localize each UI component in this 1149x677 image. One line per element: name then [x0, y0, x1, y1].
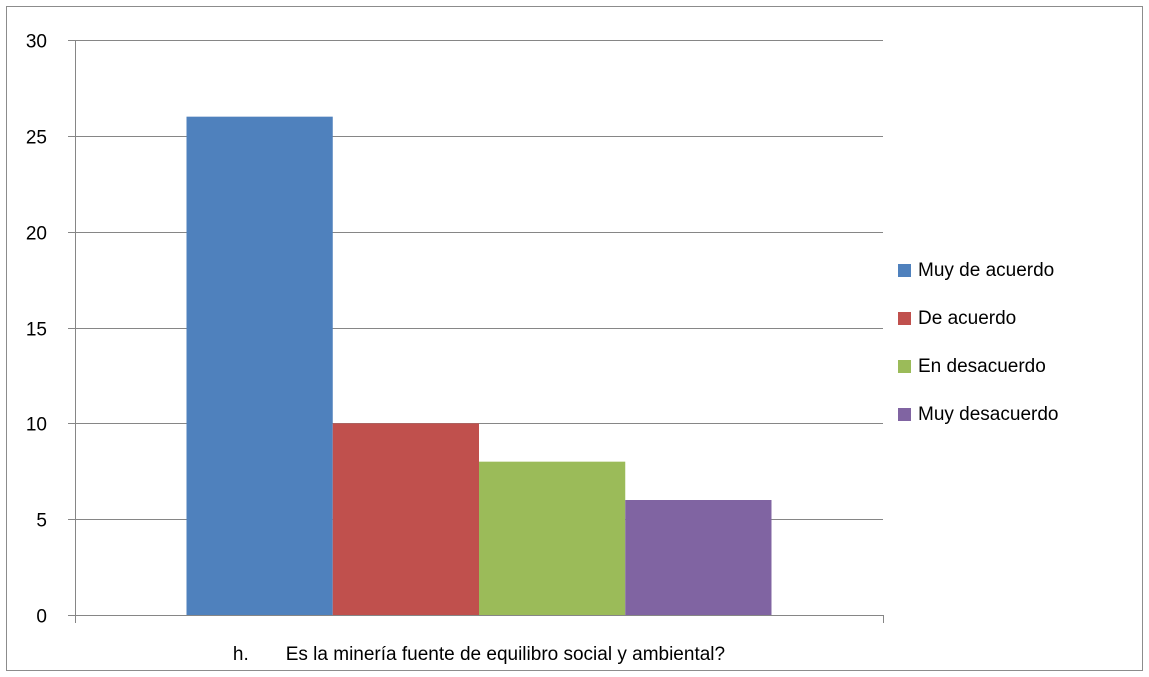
legend-label: Muy desacuerdo — [918, 404, 1058, 425]
y-tick-label: 5 — [36, 511, 47, 532]
legend-label: En desacuerdo — [918, 356, 1046, 377]
y-tick-label: 25 — [26, 128, 47, 149]
y-tick-label: 10 — [26, 415, 47, 436]
bar-muy-de-acuerdo — [186, 116, 333, 616]
y-tick-label: 20 — [26, 224, 47, 245]
legend-label: De acuerdo — [918, 308, 1016, 329]
bars — [186, 116, 772, 616]
x-category-labels: h. Es la minería fuente de equilibro soc… — [233, 644, 725, 665]
bar-muy-desacuerdo — [625, 500, 772, 615]
axes — [68, 40, 884, 623]
bar-de-acuerdo — [332, 423, 479, 615]
x-category-label: h. Es la minería fuente de equilibro soc… — [233, 644, 725, 665]
bar-en-desacuerdo — [479, 461, 626, 615]
y-tick-label: 0 — [36, 607, 47, 628]
legend-swatch — [898, 264, 911, 277]
y-tick-labels: 0 5 10 15 20 25 30 — [26, 32, 47, 628]
legend: Muy de acuerdo De acuerdo En desacuerdo Muy… — [898, 260, 1058, 425]
legend-label: Muy de acuerdo — [918, 260, 1054, 281]
legend-swatch — [898, 360, 911, 373]
legend-swatch — [898, 408, 911, 421]
y-tick-label: 15 — [26, 320, 47, 341]
y-tick-label: 30 — [26, 32, 47, 53]
legend-swatch — [898, 312, 911, 325]
